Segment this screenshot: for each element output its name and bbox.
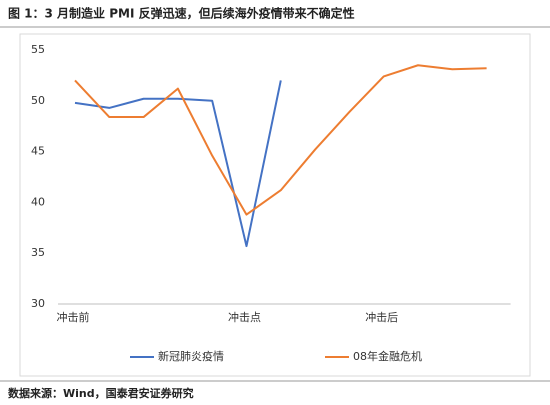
legend-label: 08年金融危机 (353, 349, 422, 363)
y-tick-label: 30 (31, 297, 45, 310)
x-tick-label: 冲击前 (57, 310, 90, 324)
legend-label: 新冠肺炎疫情 (158, 349, 224, 363)
chart-frame (19, 33, 531, 377)
y-tick-label: 40 (31, 195, 45, 208)
y-tick-label: 55 (31, 43, 45, 56)
chart-title: 图 1：3 月制造业 PMI 反弹迅速，但后续海外疫情带来不确定性 (8, 6, 355, 21)
series-line (74, 64, 487, 216)
source-note: 数据来源：Wind，国泰君安证券研究 (8, 386, 194, 400)
y-tick-label: 50 (31, 94, 45, 107)
x-tick-label: 冲击后 (365, 310, 398, 324)
x-tick-label: 冲击点 (228, 310, 261, 324)
series-line (74, 80, 282, 248)
y-tick-label: 45 (31, 145, 45, 158)
y-tick-label: 35 (31, 246, 45, 259)
